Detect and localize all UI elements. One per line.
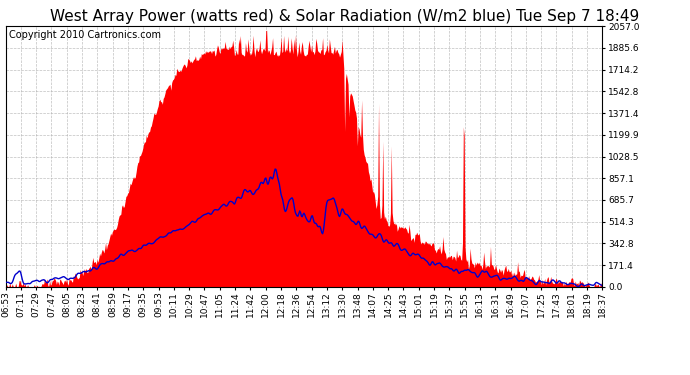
Text: Copyright 2010 Cartronics.com: Copyright 2010 Cartronics.com	[8, 30, 161, 40]
Text: West Array Power (watts red) & Solar Radiation (W/m2 blue) Tue Sep 7 18:49: West Array Power (watts red) & Solar Rad…	[50, 9, 640, 24]
